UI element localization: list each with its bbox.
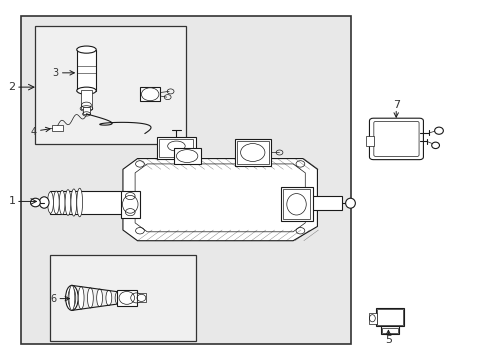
Bar — [366, 136, 373, 146]
Bar — [50, 191, 125, 214]
Text: 4: 4 — [31, 127, 37, 137]
Text: 2: 2 — [8, 82, 16, 92]
Ellipse shape — [286, 194, 305, 215]
Ellipse shape — [77, 87, 96, 94]
Text: 3: 3 — [53, 68, 59, 78]
Bar — [369, 313, 376, 324]
Ellipse shape — [87, 288, 93, 308]
Ellipse shape — [78, 287, 84, 309]
Bar — [140, 87, 160, 102]
Bar — [283, 189, 309, 219]
Polygon shape — [122, 158, 317, 241]
Ellipse shape — [122, 195, 138, 213]
Bar — [376, 309, 402, 325]
Bar — [234, 139, 271, 166]
Bar — [136, 293, 146, 302]
Ellipse shape — [106, 290, 112, 306]
Ellipse shape — [77, 188, 82, 217]
Ellipse shape — [240, 144, 264, 161]
Bar — [375, 308, 403, 327]
Bar — [35, 26, 186, 144]
Ellipse shape — [176, 150, 198, 162]
Bar — [159, 139, 193, 157]
Ellipse shape — [39, 197, 49, 208]
Text: 5: 5 — [384, 335, 391, 345]
Bar — [380, 327, 398, 334]
Ellipse shape — [119, 292, 134, 304]
Bar — [81, 90, 92, 109]
Ellipse shape — [71, 189, 77, 216]
Ellipse shape — [345, 198, 355, 208]
Bar — [21, 16, 351, 344]
Bar — [120, 191, 140, 217]
Bar — [174, 148, 201, 164]
Bar — [83, 108, 90, 114]
Ellipse shape — [30, 198, 40, 207]
Text: 6: 6 — [50, 294, 56, 303]
Ellipse shape — [141, 88, 159, 101]
Ellipse shape — [68, 288, 76, 308]
Ellipse shape — [431, 142, 439, 149]
Ellipse shape — [69, 285, 75, 310]
Text: 7: 7 — [392, 100, 399, 110]
Ellipse shape — [65, 190, 71, 215]
Ellipse shape — [53, 191, 59, 214]
Bar — [50, 255, 196, 341]
Bar — [309, 196, 341, 210]
FancyBboxPatch shape — [369, 118, 423, 159]
Bar — [281, 187, 312, 221]
Ellipse shape — [65, 285, 78, 310]
Text: 1: 1 — [9, 197, 16, 206]
Ellipse shape — [47, 192, 53, 213]
Bar — [77, 50, 96, 91]
Bar — [381, 328, 397, 333]
Ellipse shape — [59, 190, 65, 215]
Ellipse shape — [115, 292, 121, 304]
Ellipse shape — [77, 46, 96, 53]
Bar — [52, 125, 63, 131]
Bar — [117, 291, 136, 306]
Ellipse shape — [97, 289, 102, 307]
Ellipse shape — [434, 127, 443, 134]
Bar — [157, 137, 196, 158]
Bar — [237, 141, 268, 164]
